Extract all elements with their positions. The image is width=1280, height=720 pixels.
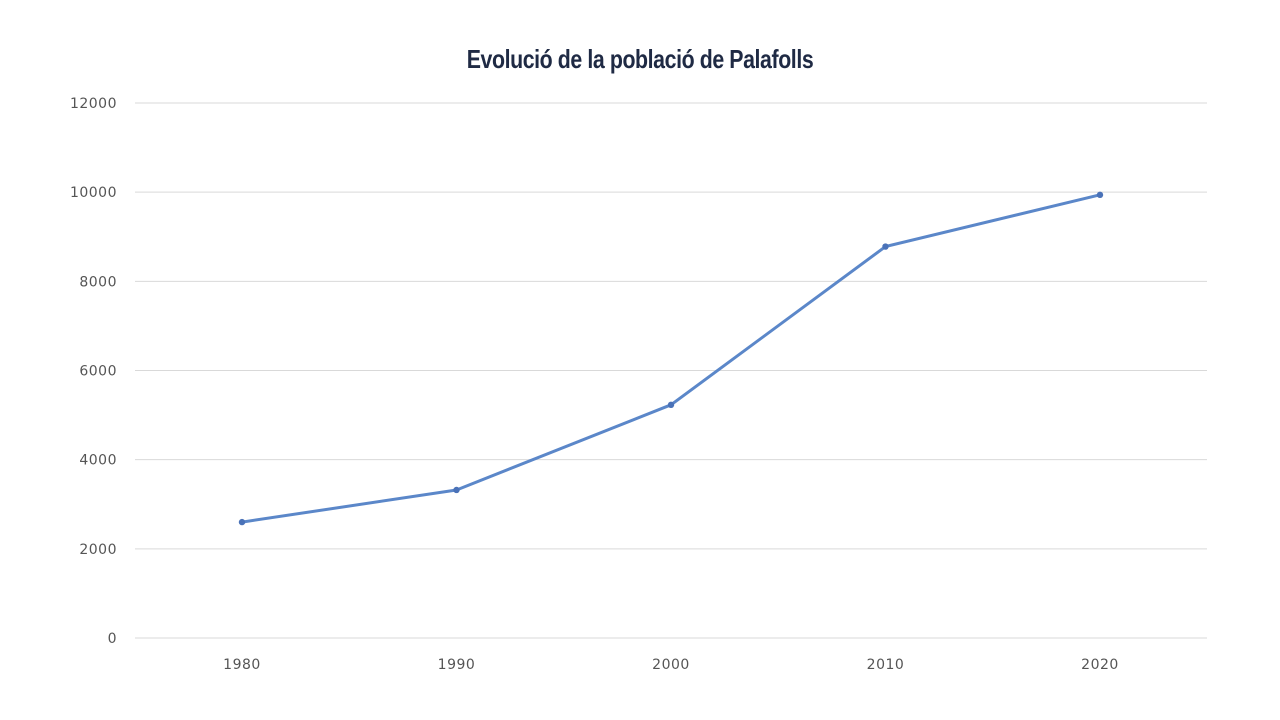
grid-lines xyxy=(135,102,1207,639)
y-tick-label: 4000 xyxy=(79,453,117,469)
data-point-1990 xyxy=(453,486,460,494)
x-tick-label: 1980 xyxy=(223,657,261,673)
x-tick-label: 2020 xyxy=(1081,657,1119,673)
y-tick-label: 10000 xyxy=(70,185,117,201)
x-tick-label: 2000 xyxy=(652,657,690,673)
x-tick-label: 1990 xyxy=(438,657,476,673)
y-tick-label: 0 xyxy=(108,631,117,647)
data-point-2020 xyxy=(1096,191,1104,199)
y-tick-label: 2000 xyxy=(79,542,117,558)
y-tick-label: 8000 xyxy=(79,274,117,290)
chart-title: Evolució de la població de Palafolls xyxy=(466,44,814,74)
data-point-2000 xyxy=(667,401,675,409)
data-point-2010 xyxy=(882,243,889,250)
y-tick-label: 12000 xyxy=(70,96,117,112)
x-tick-label: 2010 xyxy=(867,657,905,673)
data-point-1980 xyxy=(238,518,246,526)
y-axis-ticks: 0 2000 4000 6000 8000 10000 12000 xyxy=(70,96,117,647)
series-line xyxy=(240,193,1102,524)
y-tick-label: 6000 xyxy=(79,364,117,380)
x-axis-ticks: 1980 1990 2000 2010 2020 xyxy=(223,657,1119,673)
series-layer xyxy=(238,191,1104,526)
